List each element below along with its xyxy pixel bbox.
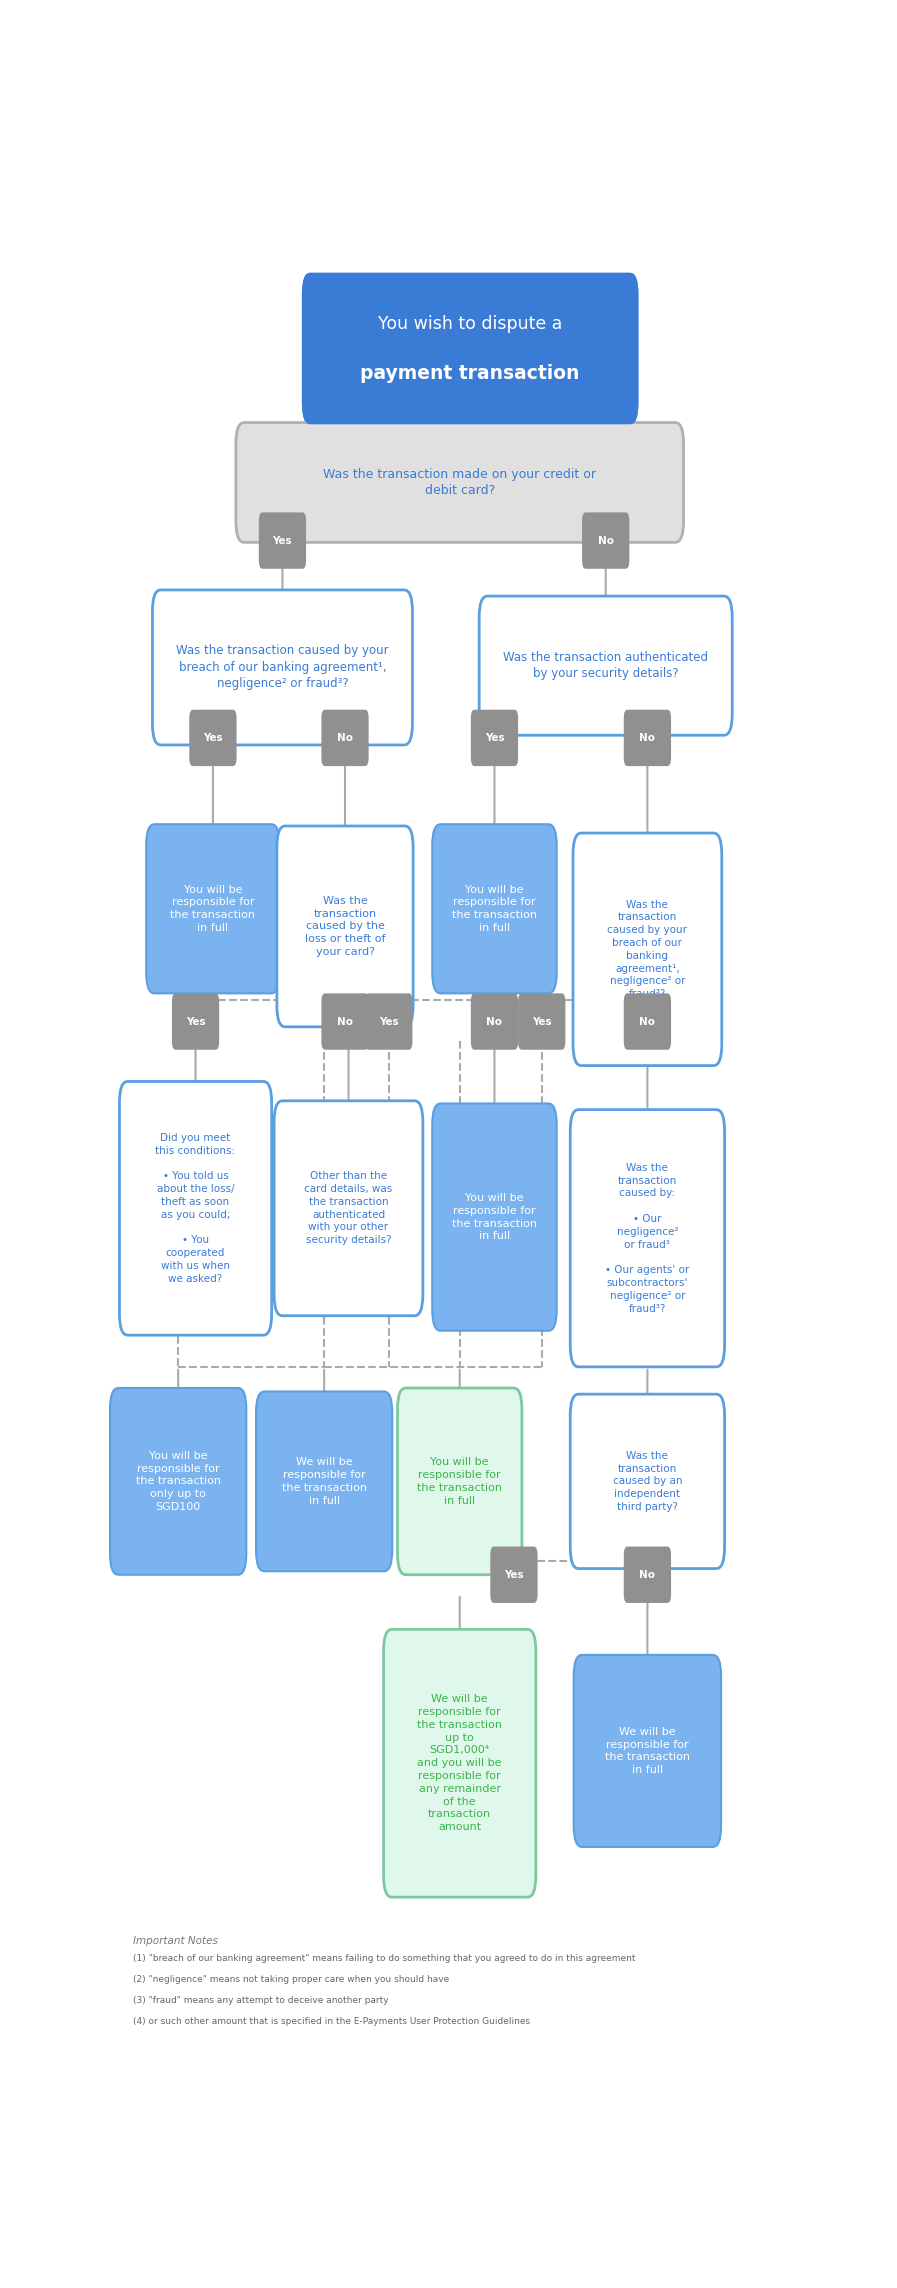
FancyBboxPatch shape <box>582 513 630 570</box>
FancyBboxPatch shape <box>321 709 369 766</box>
Text: We will be
responsible for
the transaction
in full: We will be responsible for the transacti… <box>605 1727 690 1775</box>
FancyBboxPatch shape <box>432 824 557 993</box>
Text: No: No <box>640 1016 656 1027</box>
FancyBboxPatch shape <box>189 709 237 766</box>
FancyBboxPatch shape <box>518 993 565 1050</box>
FancyBboxPatch shape <box>302 272 639 423</box>
Text: Did you meet
this conditions:

• You told us
about the loss/
theft as soon
as yo: Did you meet this conditions: • You told… <box>155 1133 236 1284</box>
Text: You wish to dispute a: You wish to dispute a <box>378 316 562 332</box>
Text: You will be
responsible for
the transaction
in full: You will be responsible for the transact… <box>452 885 537 934</box>
FancyBboxPatch shape <box>573 833 722 1066</box>
FancyBboxPatch shape <box>623 709 671 766</box>
Text: Other than the
card details, was
the transaction
authenticated
with your other
s: Other than the card details, was the tra… <box>304 1171 393 1245</box>
FancyBboxPatch shape <box>365 993 413 1050</box>
Text: We will be
responsible for
the transaction
in full: We will be responsible for the transacti… <box>282 1457 367 1506</box>
FancyBboxPatch shape <box>574 1654 721 1846</box>
Text: You will be
responsible for
the transaction
in full: You will be responsible for the transact… <box>417 1457 502 1506</box>
FancyBboxPatch shape <box>570 1393 725 1570</box>
FancyBboxPatch shape <box>623 1547 671 1604</box>
FancyBboxPatch shape <box>302 272 639 423</box>
Text: payment transaction: payment transaction <box>361 364 579 382</box>
FancyBboxPatch shape <box>146 824 280 993</box>
FancyBboxPatch shape <box>384 1629 536 1897</box>
Text: Yes: Yes <box>484 732 504 744</box>
FancyBboxPatch shape <box>256 1391 392 1572</box>
Text: Was the
transaction
caused by your
breach of our
banking
agreement¹,
negligence²: Was the transaction caused by your breac… <box>607 899 687 1000</box>
Text: Was the transaction caused by your
breach of our banking agreement¹,
negligence²: Was the transaction caused by your breac… <box>176 645 388 691</box>
FancyBboxPatch shape <box>432 1103 557 1332</box>
Text: No: No <box>640 1570 656 1579</box>
FancyBboxPatch shape <box>110 1389 247 1574</box>
Text: Was the transaction authenticated
by your security details?: Was the transaction authenticated by you… <box>503 650 709 680</box>
Text: (4) or such other amount that is specified in the E-Payments User Protection Gui: (4) or such other amount that is specifi… <box>133 2018 530 2025</box>
Text: (2) "negligence" means not taking proper care when you should have: (2) "negligence" means not taking proper… <box>133 1975 449 1984</box>
Text: You will be
responsible for
the transaction
only up to
SGD100: You will be responsible for the transact… <box>135 1451 221 1512</box>
Text: Important Notes: Important Notes <box>133 1936 218 1945</box>
Text: Was the
transaction
caused by the
loss or theft of
your card?: Was the transaction caused by the loss o… <box>305 897 385 956</box>
Text: You will be
responsible for
the transaction
in full: You will be responsible for the transact… <box>452 1192 537 1242</box>
Text: Yes: Yes <box>186 1016 205 1027</box>
Text: Yes: Yes <box>379 1016 398 1027</box>
FancyBboxPatch shape <box>259 513 306 570</box>
FancyBboxPatch shape <box>172 993 219 1050</box>
FancyBboxPatch shape <box>479 597 732 734</box>
Text: No: No <box>337 732 353 744</box>
FancyBboxPatch shape <box>277 826 414 1027</box>
Text: We will be
responsible for
the transaction
up to
SGD1,000⁴
and you will be
respo: We will be responsible for the transacti… <box>417 1693 502 1833</box>
Text: Was the transaction made on your credit or
debit card?: Was the transaction made on your credit … <box>323 467 597 496</box>
Text: No: No <box>337 1016 353 1027</box>
FancyBboxPatch shape <box>119 1082 272 1336</box>
Text: You will be
responsible for
the transaction
in full: You will be responsible for the transact… <box>170 885 256 934</box>
FancyBboxPatch shape <box>570 1110 725 1366</box>
FancyBboxPatch shape <box>623 993 671 1050</box>
Text: You wish to dispute a
payment transaction: You wish to dispute a payment transactio… <box>375 327 565 368</box>
Text: (1) "breach of our banking agreement" means failing to do something that you agr: (1) "breach of our banking agreement" me… <box>133 1954 635 1963</box>
FancyBboxPatch shape <box>274 1101 422 1316</box>
Text: Was the
transaction
caused by an
independent
third party?: Was the transaction caused by an indepen… <box>613 1451 682 1512</box>
Text: Was the
transaction
caused by:

• Our
negligence²
or fraud³

• Our agents' or
su: Was the transaction caused by: • Our neg… <box>605 1162 690 1313</box>
Text: No: No <box>640 732 656 744</box>
FancyBboxPatch shape <box>471 993 518 1050</box>
Text: No: No <box>597 535 614 545</box>
Text: Yes: Yes <box>532 1016 552 1027</box>
FancyBboxPatch shape <box>491 1547 537 1604</box>
FancyBboxPatch shape <box>321 993 369 1050</box>
FancyBboxPatch shape <box>397 1389 522 1574</box>
FancyBboxPatch shape <box>471 709 518 766</box>
FancyBboxPatch shape <box>236 423 684 542</box>
FancyBboxPatch shape <box>152 590 413 746</box>
Text: (3) "fraud" means any attempt to deceive another party: (3) "fraud" means any attempt to deceive… <box>133 1995 388 2004</box>
Text: Yes: Yes <box>273 535 292 545</box>
Text: No: No <box>486 1016 502 1027</box>
Text: Yes: Yes <box>203 732 222 744</box>
Text: Yes: Yes <box>504 1570 524 1579</box>
